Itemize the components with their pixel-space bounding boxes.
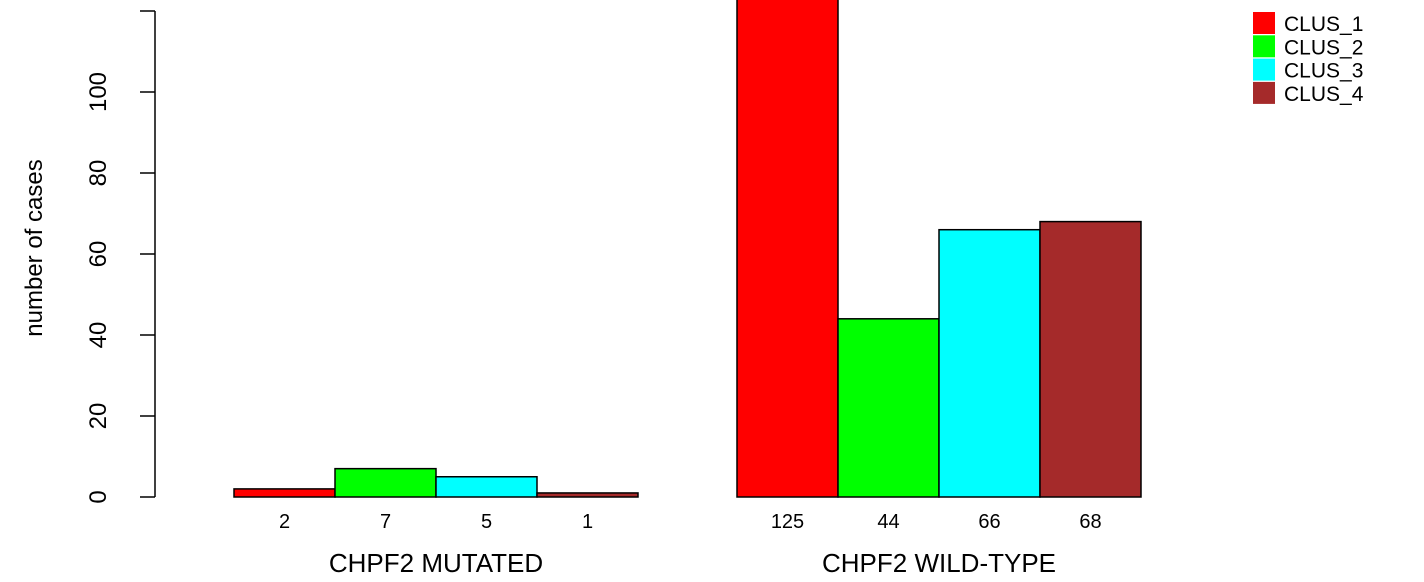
legend-swatch-clus_1	[1253, 12, 1275, 34]
bar-value-label: 5	[481, 511, 492, 533]
y-axis: 0 20 40 60 80 100	[85, 10, 156, 504]
bar-chpf2-mutated-clus_3	[435, 476, 538, 498]
bar-chpf2-wild-type-clus_1	[736, 0, 839, 498]
bar-chpf2-wild-type-clus_3	[938, 228, 1041, 498]
bar-chpf2-mutated-clus_1	[233, 488, 336, 498]
bar-value-label: 2	[279, 511, 290, 533]
legend-label: CLUS_1	[1284, 13, 1363, 36]
y-tick-label: 60	[85, 241, 112, 268]
bar-value-label: 66	[978, 511, 1000, 533]
legend-label: CLUS_4	[1284, 83, 1364, 106]
legend-swatch-clus_2	[1253, 35, 1275, 58]
group-labels: CHPF2 MUTATED CHPF2 WILD-TYPE	[329, 548, 1056, 578]
y-tick-label: 100	[85, 72, 112, 112]
legend-label: CLUS_2	[1284, 36, 1363, 59]
bar-chpf2-wild-type-clus_2	[837, 318, 940, 498]
bar-value-label: 44	[877, 511, 899, 533]
y-tick-label: 80	[85, 160, 112, 187]
bar-value-label: 125	[771, 511, 804, 533]
legend-label: CLUS_3	[1284, 60, 1363, 83]
value-labels: 2 7 5 1 125 44 66 68	[279, 511, 1102, 533]
bar-chpf2-wild-type-clus_4	[1039, 220, 1142, 498]
bar-value-label: 7	[380, 511, 391, 533]
group-label: CHPF2 MUTATED	[329, 548, 543, 578]
bar-chpf2-mutated-clus_2	[334, 467, 437, 498]
bar-value-label: 1	[582, 511, 593, 533]
group-label: CHPF2 WILD-TYPE	[822, 548, 1056, 578]
bar-chpf2-mutated-clus_4	[536, 492, 639, 498]
bars	[233, 0, 1142, 498]
bar-value-label: 68	[1079, 511, 1101, 533]
y-tick-label: 40	[85, 322, 112, 349]
legend-swatch-clus_4	[1253, 81, 1275, 104]
y-tick-label: 20	[85, 403, 112, 430]
legend-swatch-clus_3	[1253, 58, 1275, 81]
y-tick-label: 0	[85, 490, 112, 503]
y-axis-label: number of cases	[21, 159, 48, 336]
